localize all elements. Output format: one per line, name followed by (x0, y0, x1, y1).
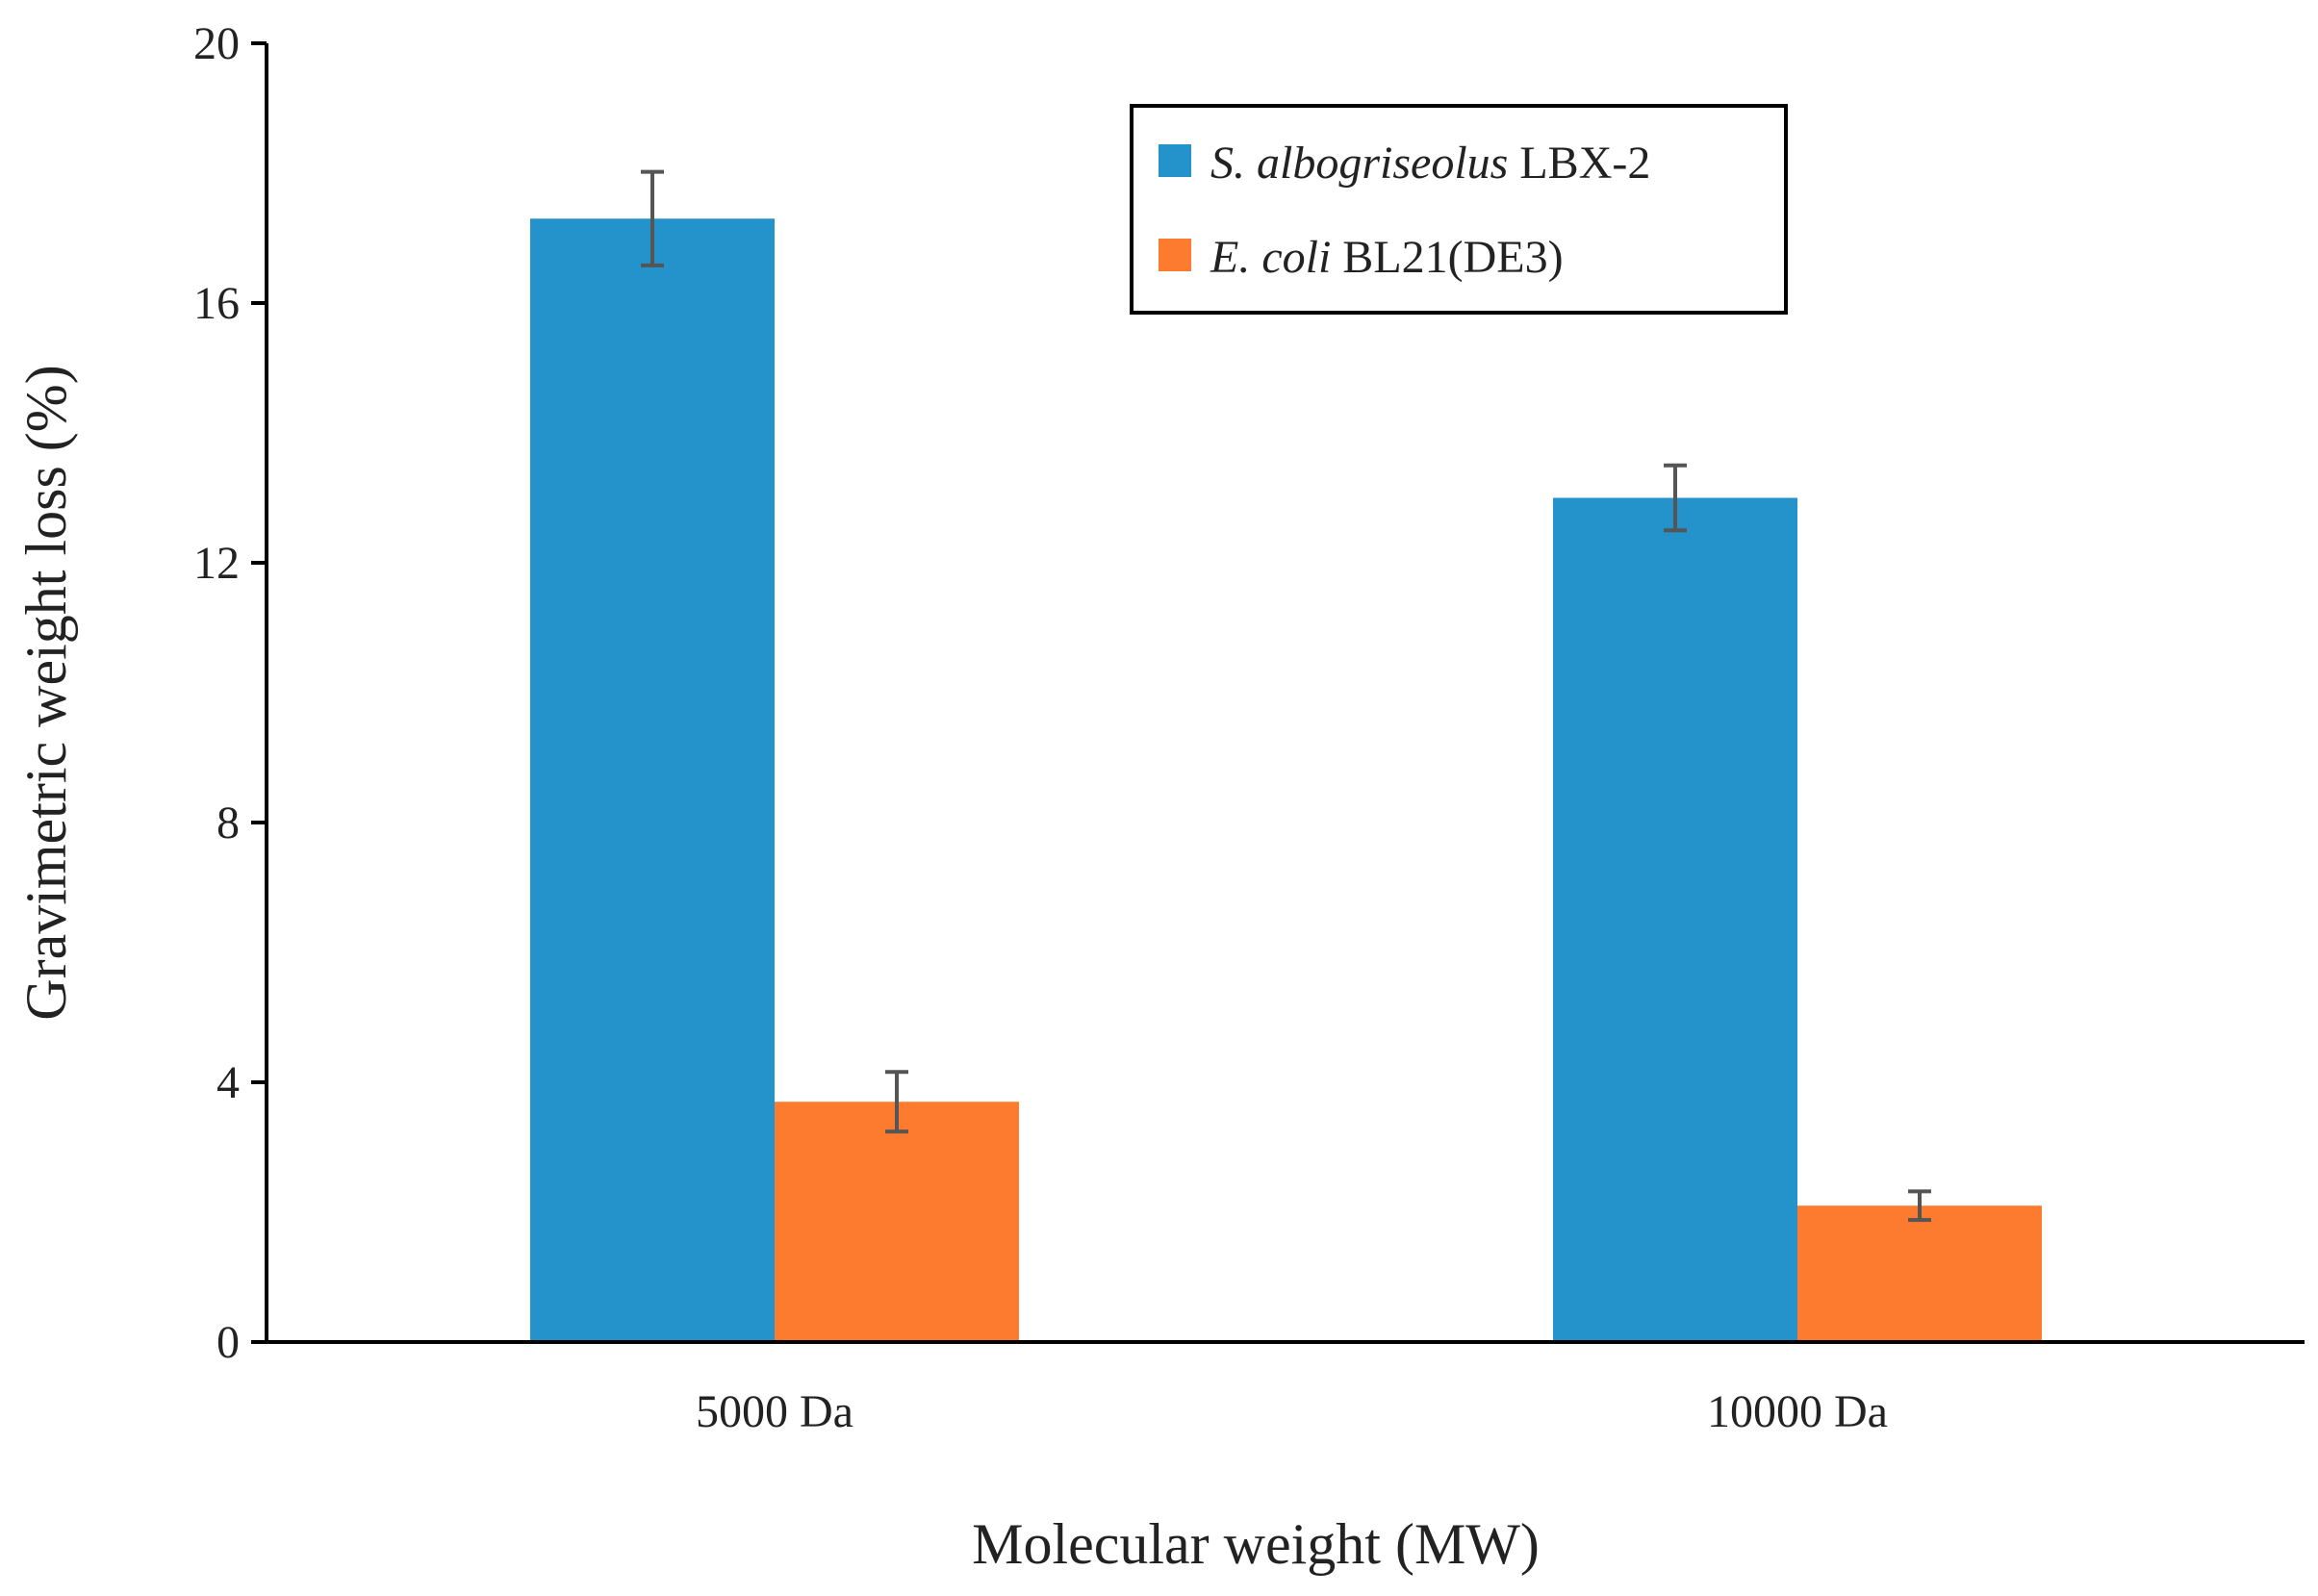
legend-label-roman: BL21(DE3) (1342, 232, 1563, 283)
legend-label-e-coli: E. coli BL21(DE3) (1210, 232, 1564, 283)
bar-s-albogriseolus-lbx-2-5000-da (530, 218, 775, 1342)
bar-e-coli-bl21-de3-10000-da (1797, 1205, 2042, 1342)
bar-s-albogriseolus-lbx-2-10000-da (1553, 497, 1797, 1342)
x-tick-label-5000-da: 5000 Da (696, 1386, 853, 1437)
bar-e-coli-bl21-de3-5000-da (775, 1102, 1019, 1342)
legend-swatch-s-albogriseolus (1159, 144, 1191, 177)
legend: S. albogriseolus LBX-2 E. coli BL21(DE3) (1130, 104, 1788, 315)
error-bar-s-albogriseolus-lbx-2-5000-da (641, 169, 664, 267)
legend-swatch-e-coli (1159, 239, 1191, 271)
legend-label-italic: E. coli (1210, 232, 1331, 283)
error-bars-layer (641, 169, 1931, 1223)
y-tick-label-16: 16 (193, 278, 240, 329)
y-tick-label-12: 12 (193, 538, 240, 589)
y-tick-label-8: 8 (217, 798, 240, 849)
legend-label-roman: LBX-2 (1519, 138, 1650, 189)
x-axis-title: Molecular weight (MW) (972, 1512, 1540, 1576)
labels-layer: Molecular weight (MW) Gravimetric weight… (14, 18, 1888, 1576)
error-bar-e-coli-bl21-de3-5000-da (885, 1070, 908, 1134)
axes-layer (251, 41, 2305, 1344)
y-tick-label-0: 0 (217, 1317, 240, 1368)
y-tick-label-20: 20 (193, 18, 240, 69)
y-tick-label-4: 4 (217, 1057, 240, 1108)
x-tick-label-10000-da: 10000 Da (1707, 1386, 1888, 1437)
legend-box (1130, 104, 1788, 315)
bars-layer (530, 218, 2042, 1342)
legend-label-italic: S. albogriseolus (1210, 138, 1508, 189)
error-bar-s-albogriseolus-lbx-2-10000-da (1664, 463, 1687, 533)
legend-label-s-albogriseolus: S. albogriseolus LBX-2 (1210, 138, 1650, 189)
y-axis-title: Gravimetric weight loss (%) (14, 365, 78, 1020)
error-bar-e-coli-bl21-de3-10000-da (1908, 1189, 1931, 1223)
